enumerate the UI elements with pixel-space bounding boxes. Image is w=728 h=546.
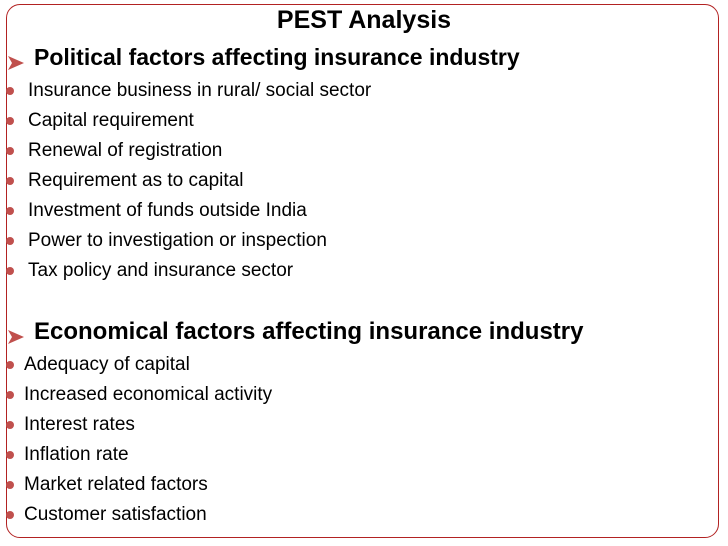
list-item: Increased economical activity	[6, 384, 272, 406]
list-item-label: Increased economical activity	[24, 384, 273, 405]
bullet-icon	[6, 177, 14, 185]
section-heading-label: Economical factors affecting insurance i…	[34, 318, 584, 345]
bullet-icon	[6, 207, 14, 215]
list-item-label: Tax policy and insurance sector	[28, 260, 294, 281]
bullet-icon	[6, 391, 14, 399]
bullet-icon	[6, 237, 14, 245]
list-item: Inflation rate	[6, 444, 129, 466]
list-item-label: Inflation rate	[24, 444, 129, 465]
bullet-icon	[6, 361, 14, 369]
page-title: PEST Analysis	[276, 6, 452, 34]
section-heading-label: Political factors affecting insurance in…	[34, 44, 520, 70]
list-item: Capital requirement	[6, 110, 194, 132]
bullet-icon	[6, 451, 14, 459]
arrow-bullet-icon	[6, 324, 26, 344]
list-item: Investment of funds outside India	[6, 200, 307, 222]
list-item-label: Adequacy of capital	[24, 354, 190, 375]
list-item: Interest rates	[6, 414, 135, 436]
list-item-label: Requirement as to capital	[28, 170, 244, 191]
list-item: Insurance business in rural/ social sect…	[6, 80, 371, 102]
section-heading-economical: Economical factors affecting insurance i…	[6, 318, 583, 346]
slide-frame	[6, 4, 719, 538]
list-item-label: Interest rates	[24, 414, 135, 435]
bullet-icon	[6, 481, 14, 489]
list-item: Customer satisfaction	[6, 504, 207, 526]
bullet-icon	[6, 511, 14, 519]
list-item-label: Renewal of registration	[28, 140, 223, 161]
list-item-label: Capital requirement	[28, 110, 194, 131]
bullet-icon	[6, 267, 14, 275]
list-item: Adequacy of capital	[6, 354, 190, 376]
bullet-icon	[6, 117, 14, 125]
list-item-label: Customer satisfaction	[24, 504, 207, 525]
list-item: Power to investigation or inspection	[6, 230, 327, 252]
list-item-label: Market related factors	[24, 474, 208, 495]
bullet-icon	[6, 421, 14, 429]
list-item-label: Power to investigation or inspection	[28, 230, 327, 251]
bullet-icon	[6, 147, 14, 155]
list-item-label: Insurance business in rural/ social sect…	[28, 80, 372, 101]
list-item: Requirement as to capital	[6, 170, 243, 192]
list-item: Renewal of registration	[6, 140, 222, 162]
bullet-icon	[6, 87, 14, 95]
arrow-bullet-icon	[6, 50, 26, 70]
list-item-label: Investment of funds outside India	[28, 200, 307, 221]
section-heading-political: Political factors affecting insurance in…	[6, 44, 520, 71]
list-item: Market related factors	[6, 474, 208, 496]
list-item: Tax policy and insurance sector	[6, 260, 293, 282]
